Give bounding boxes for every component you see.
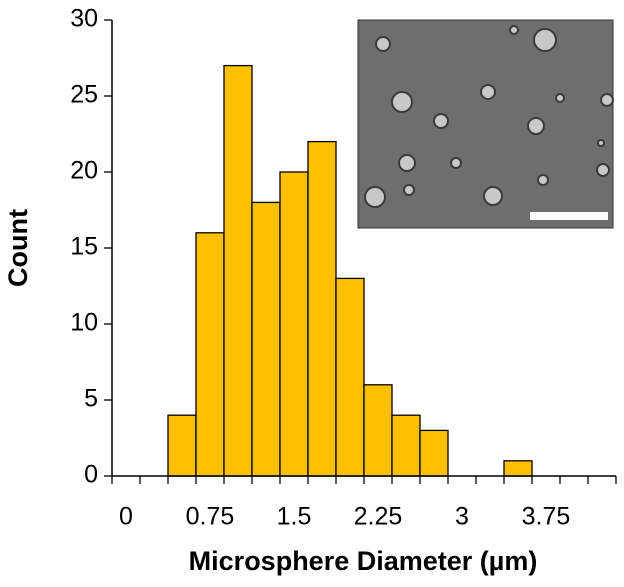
bar [335, 277, 365, 477]
bar [307, 140, 337, 477]
bar [195, 232, 225, 477]
y-tick-label: 5 [84, 385, 98, 413]
y-tick-label: 30 [70, 5, 98, 33]
y-axis-title: Count [3, 209, 33, 287]
x-tick-label: 0.75 [186, 503, 235, 531]
x-tick-label: 0 [119, 503, 133, 531]
x-tick-label: 3 [455, 503, 469, 531]
bar [503, 460, 533, 477]
sem-inset [357, 19, 614, 229]
y-tick-label: 20 [70, 157, 98, 185]
bar [279, 171, 309, 477]
bar [223, 64, 253, 477]
scale-bar [530, 212, 608, 220]
x-tick-label: 1.5 [277, 503, 312, 531]
bar [363, 384, 393, 477]
particles [364, 25, 614, 208]
bar [419, 429, 449, 477]
bar [391, 414, 421, 477]
x-tick-label: 3.75 [522, 503, 571, 531]
y-tick-label: 10 [70, 309, 98, 337]
bar [251, 201, 281, 477]
x-tick-label: 2.25 [354, 503, 403, 531]
x-axis-title: Microsphere Diameter (µm) [189, 546, 538, 576]
y-tick-label: 25 [70, 81, 98, 109]
bar [167, 414, 197, 477]
y-tick-label: 0 [84, 461, 98, 489]
y-tick-label: 15 [70, 233, 98, 261]
